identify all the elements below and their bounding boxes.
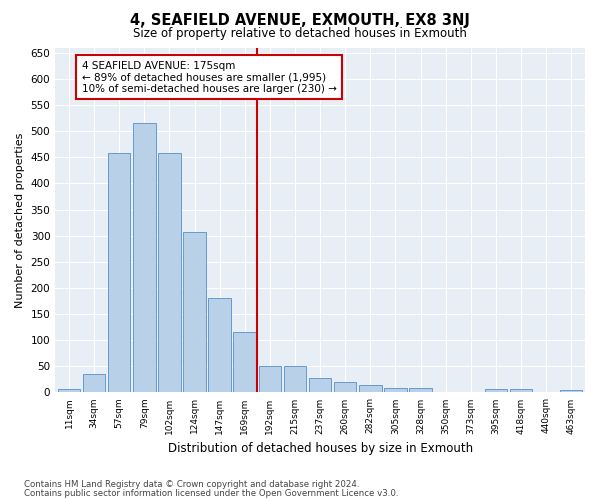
Text: 4 SEAFIELD AVENUE: 175sqm
← 89% of detached houses are smaller (1,995)
10% of se: 4 SEAFIELD AVENUE: 175sqm ← 89% of detac…: [82, 60, 337, 94]
Text: Size of property relative to detached houses in Exmouth: Size of property relative to detached ho…: [133, 28, 467, 40]
Bar: [560, 390, 583, 392]
Bar: [485, 389, 507, 392]
Bar: [384, 388, 407, 392]
Bar: [309, 378, 331, 392]
Bar: [334, 382, 356, 392]
Text: Contains public sector information licensed under the Open Government Licence v3: Contains public sector information licen…: [24, 489, 398, 498]
Text: 4, SEAFIELD AVENUE, EXMOUTH, EX8 3NJ: 4, SEAFIELD AVENUE, EXMOUTH, EX8 3NJ: [130, 12, 470, 28]
Bar: [409, 388, 432, 392]
Bar: [284, 366, 306, 392]
Bar: [259, 366, 281, 392]
Bar: [83, 374, 106, 392]
Text: Contains HM Land Registry data © Crown copyright and database right 2024.: Contains HM Land Registry data © Crown c…: [24, 480, 359, 489]
Bar: [133, 124, 155, 392]
Bar: [208, 298, 231, 392]
Bar: [509, 389, 532, 392]
Y-axis label: Number of detached properties: Number of detached properties: [15, 132, 25, 308]
Bar: [233, 332, 256, 392]
Bar: [158, 153, 181, 392]
Bar: [359, 385, 382, 392]
Bar: [58, 389, 80, 392]
Bar: [183, 232, 206, 392]
Bar: [108, 153, 130, 392]
X-axis label: Distribution of detached houses by size in Exmouth: Distribution of detached houses by size …: [167, 442, 473, 455]
